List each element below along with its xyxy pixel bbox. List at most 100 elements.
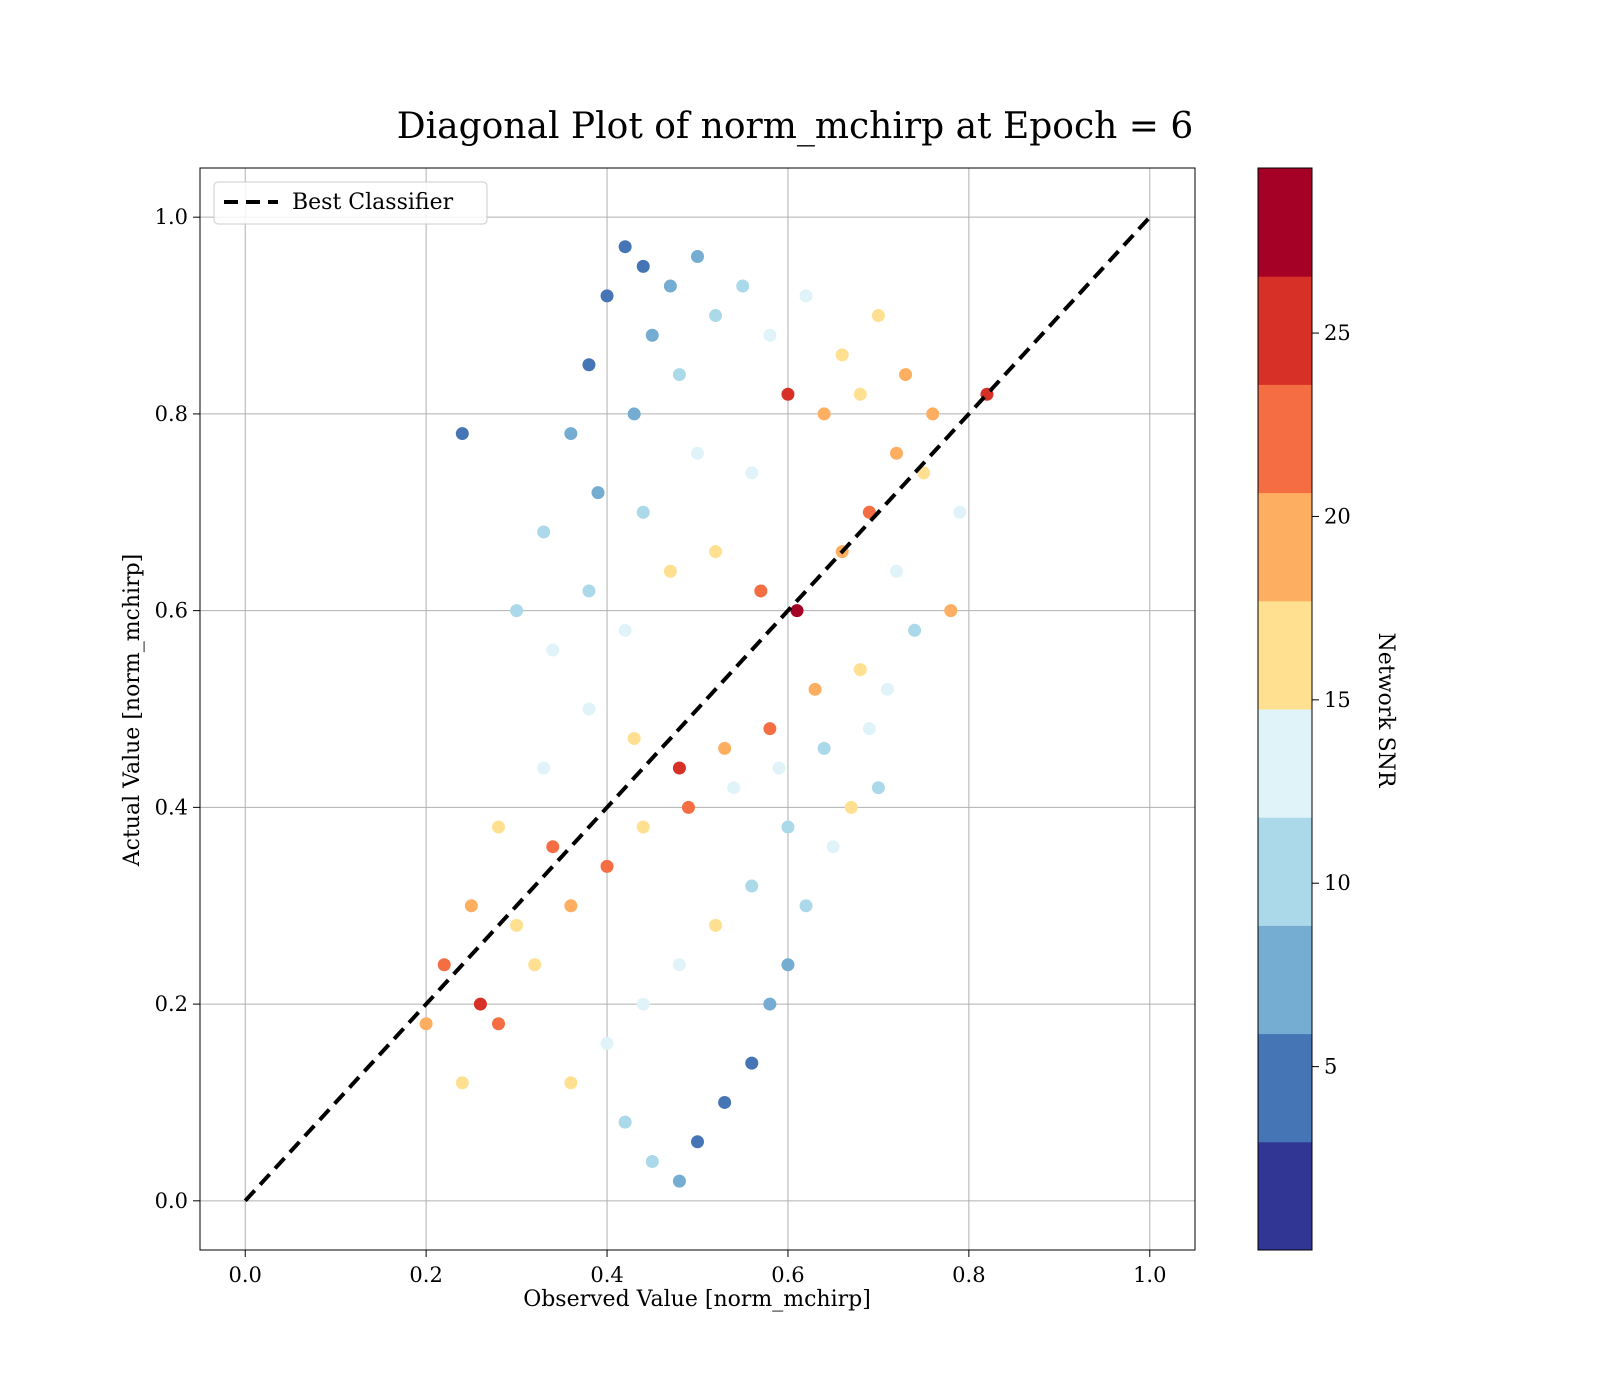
data-point: [492, 1017, 505, 1031]
data-point: [663, 564, 677, 578]
data-point: [917, 466, 931, 480]
data-point: [691, 1135, 704, 1149]
data-point: [672, 958, 686, 972]
data-point: [672, 368, 686, 382]
data-point: [564, 1076, 578, 1090]
data-point: [727, 781, 741, 795]
colorbar-tick-label: 20: [1324, 504, 1351, 528]
data-point: [618, 1115, 632, 1129]
data-point: [736, 279, 750, 293]
x-tick-label: 0.0: [229, 1263, 262, 1287]
data-point: [763, 997, 777, 1011]
x-tick-label: 0.2: [409, 1263, 442, 1287]
data-point: [754, 584, 768, 598]
colorbar-segment: [1258, 492, 1312, 602]
y-tick-label: 0.8: [155, 402, 188, 426]
data-point: [871, 781, 885, 795]
data-point: [600, 859, 614, 873]
legend-label-best-classifier: Best Classifier: [292, 190, 454, 215]
colorbar-ticks: 5 10 15 20 25: [1312, 321, 1351, 1079]
colorbar-segment: [1258, 709, 1312, 818]
data-point: [808, 682, 822, 696]
chart-title: Diagonal Plot of norm_mchirp at Epoch = …: [397, 106, 1194, 147]
data-point: [455, 427, 469, 441]
scatter-points: [419, 240, 994, 1188]
colorbar-tick-label: 15: [1324, 688, 1351, 712]
data-point: [853, 387, 867, 401]
data-point: [663, 279, 677, 293]
colorbar-segment: [1258, 276, 1312, 385]
data-point: [817, 407, 831, 421]
x-axis-ticks: 0.0 0.2 0.4 0.6 0.8 1.0: [229, 1250, 1166, 1287]
colorbar-segment: [1258, 168, 1312, 277]
colorbar-segment: [1258, 384, 1312, 494]
colorbar-tick-label: 25: [1324, 321, 1351, 345]
y-tick-label: 0.4: [155, 795, 188, 819]
y-tick-label: 0.6: [155, 599, 188, 623]
data-point: [781, 820, 795, 834]
x-tick-label: 0.6: [771, 1263, 804, 1287]
data-point: [691, 446, 704, 460]
data-point: [510, 918, 524, 932]
grid-lines: [200, 168, 1195, 1250]
data-point: [636, 505, 650, 519]
x-axis-label: Observed Value [norm_mchirp]: [523, 1287, 871, 1312]
data-point: [492, 820, 505, 834]
colorbar-label: Network SNR: [1373, 633, 1398, 789]
data-point: [546, 840, 560, 854]
colorbar-tick-label: 10: [1324, 871, 1351, 895]
data-point: [681, 800, 695, 814]
data-point: [899, 368, 913, 382]
data-point: [709, 918, 723, 932]
data-point: [953, 505, 967, 519]
data-point: [781, 958, 795, 972]
data-point: [437, 958, 451, 972]
legend-box: [213, 181, 488, 225]
legend: Best Classifier: [213, 181, 488, 225]
data-point: [636, 997, 650, 1011]
colorbar-segment: [1258, 600, 1312, 710]
colorbar-tick-label: 5: [1324, 1055, 1337, 1079]
data-point: [844, 800, 858, 814]
data-point: [564, 427, 578, 441]
data-point: [510, 604, 524, 618]
data-point: [944, 604, 958, 618]
data-point: [853, 663, 867, 677]
data-point: [745, 1056, 759, 1070]
data-point: [464, 899, 478, 913]
data-point: [799, 899, 813, 913]
data-point: [582, 702, 596, 716]
y-tick-label: 1.0: [155, 205, 188, 229]
plot-area: [199, 167, 1196, 1251]
data-point: [880, 682, 894, 696]
data-point: [473, 997, 487, 1011]
data-point: [835, 348, 849, 362]
data-point: [645, 1154, 659, 1168]
data-point: [627, 732, 641, 746]
colorbar-segment: [1258, 1033, 1312, 1143]
colorbar: 5 10 15 20 25 Network SNR: [1257, 167, 1398, 1251]
data-point: [826, 840, 840, 854]
data-point: [537, 761, 551, 775]
data-point: [745, 879, 759, 893]
colorbar-segment: [1258, 1141, 1312, 1251]
colorbar-segment: [1258, 925, 1312, 1035]
data-point: [871, 309, 885, 323]
colorbar-frame: [1257, 167, 1313, 1251]
x-tick-label: 0.8: [952, 1263, 985, 1287]
data-point: [718, 741, 732, 755]
data-point: [600, 1036, 614, 1050]
plot-frame: [199, 167, 1196, 1251]
data-point: [862, 722, 876, 736]
x-tick-label: 1.0: [1133, 1263, 1166, 1287]
data-point: [709, 545, 723, 559]
data-point: [709, 309, 723, 323]
y-axis-ticks: 0.0 0.2 0.4 0.6 0.8 1.0: [155, 205, 200, 1213]
data-point: [627, 407, 641, 421]
data-point: [890, 446, 903, 460]
data-point: [908, 623, 922, 637]
data-point: [645, 328, 659, 342]
data-point: [618, 623, 632, 637]
data-point: [745, 466, 759, 480]
